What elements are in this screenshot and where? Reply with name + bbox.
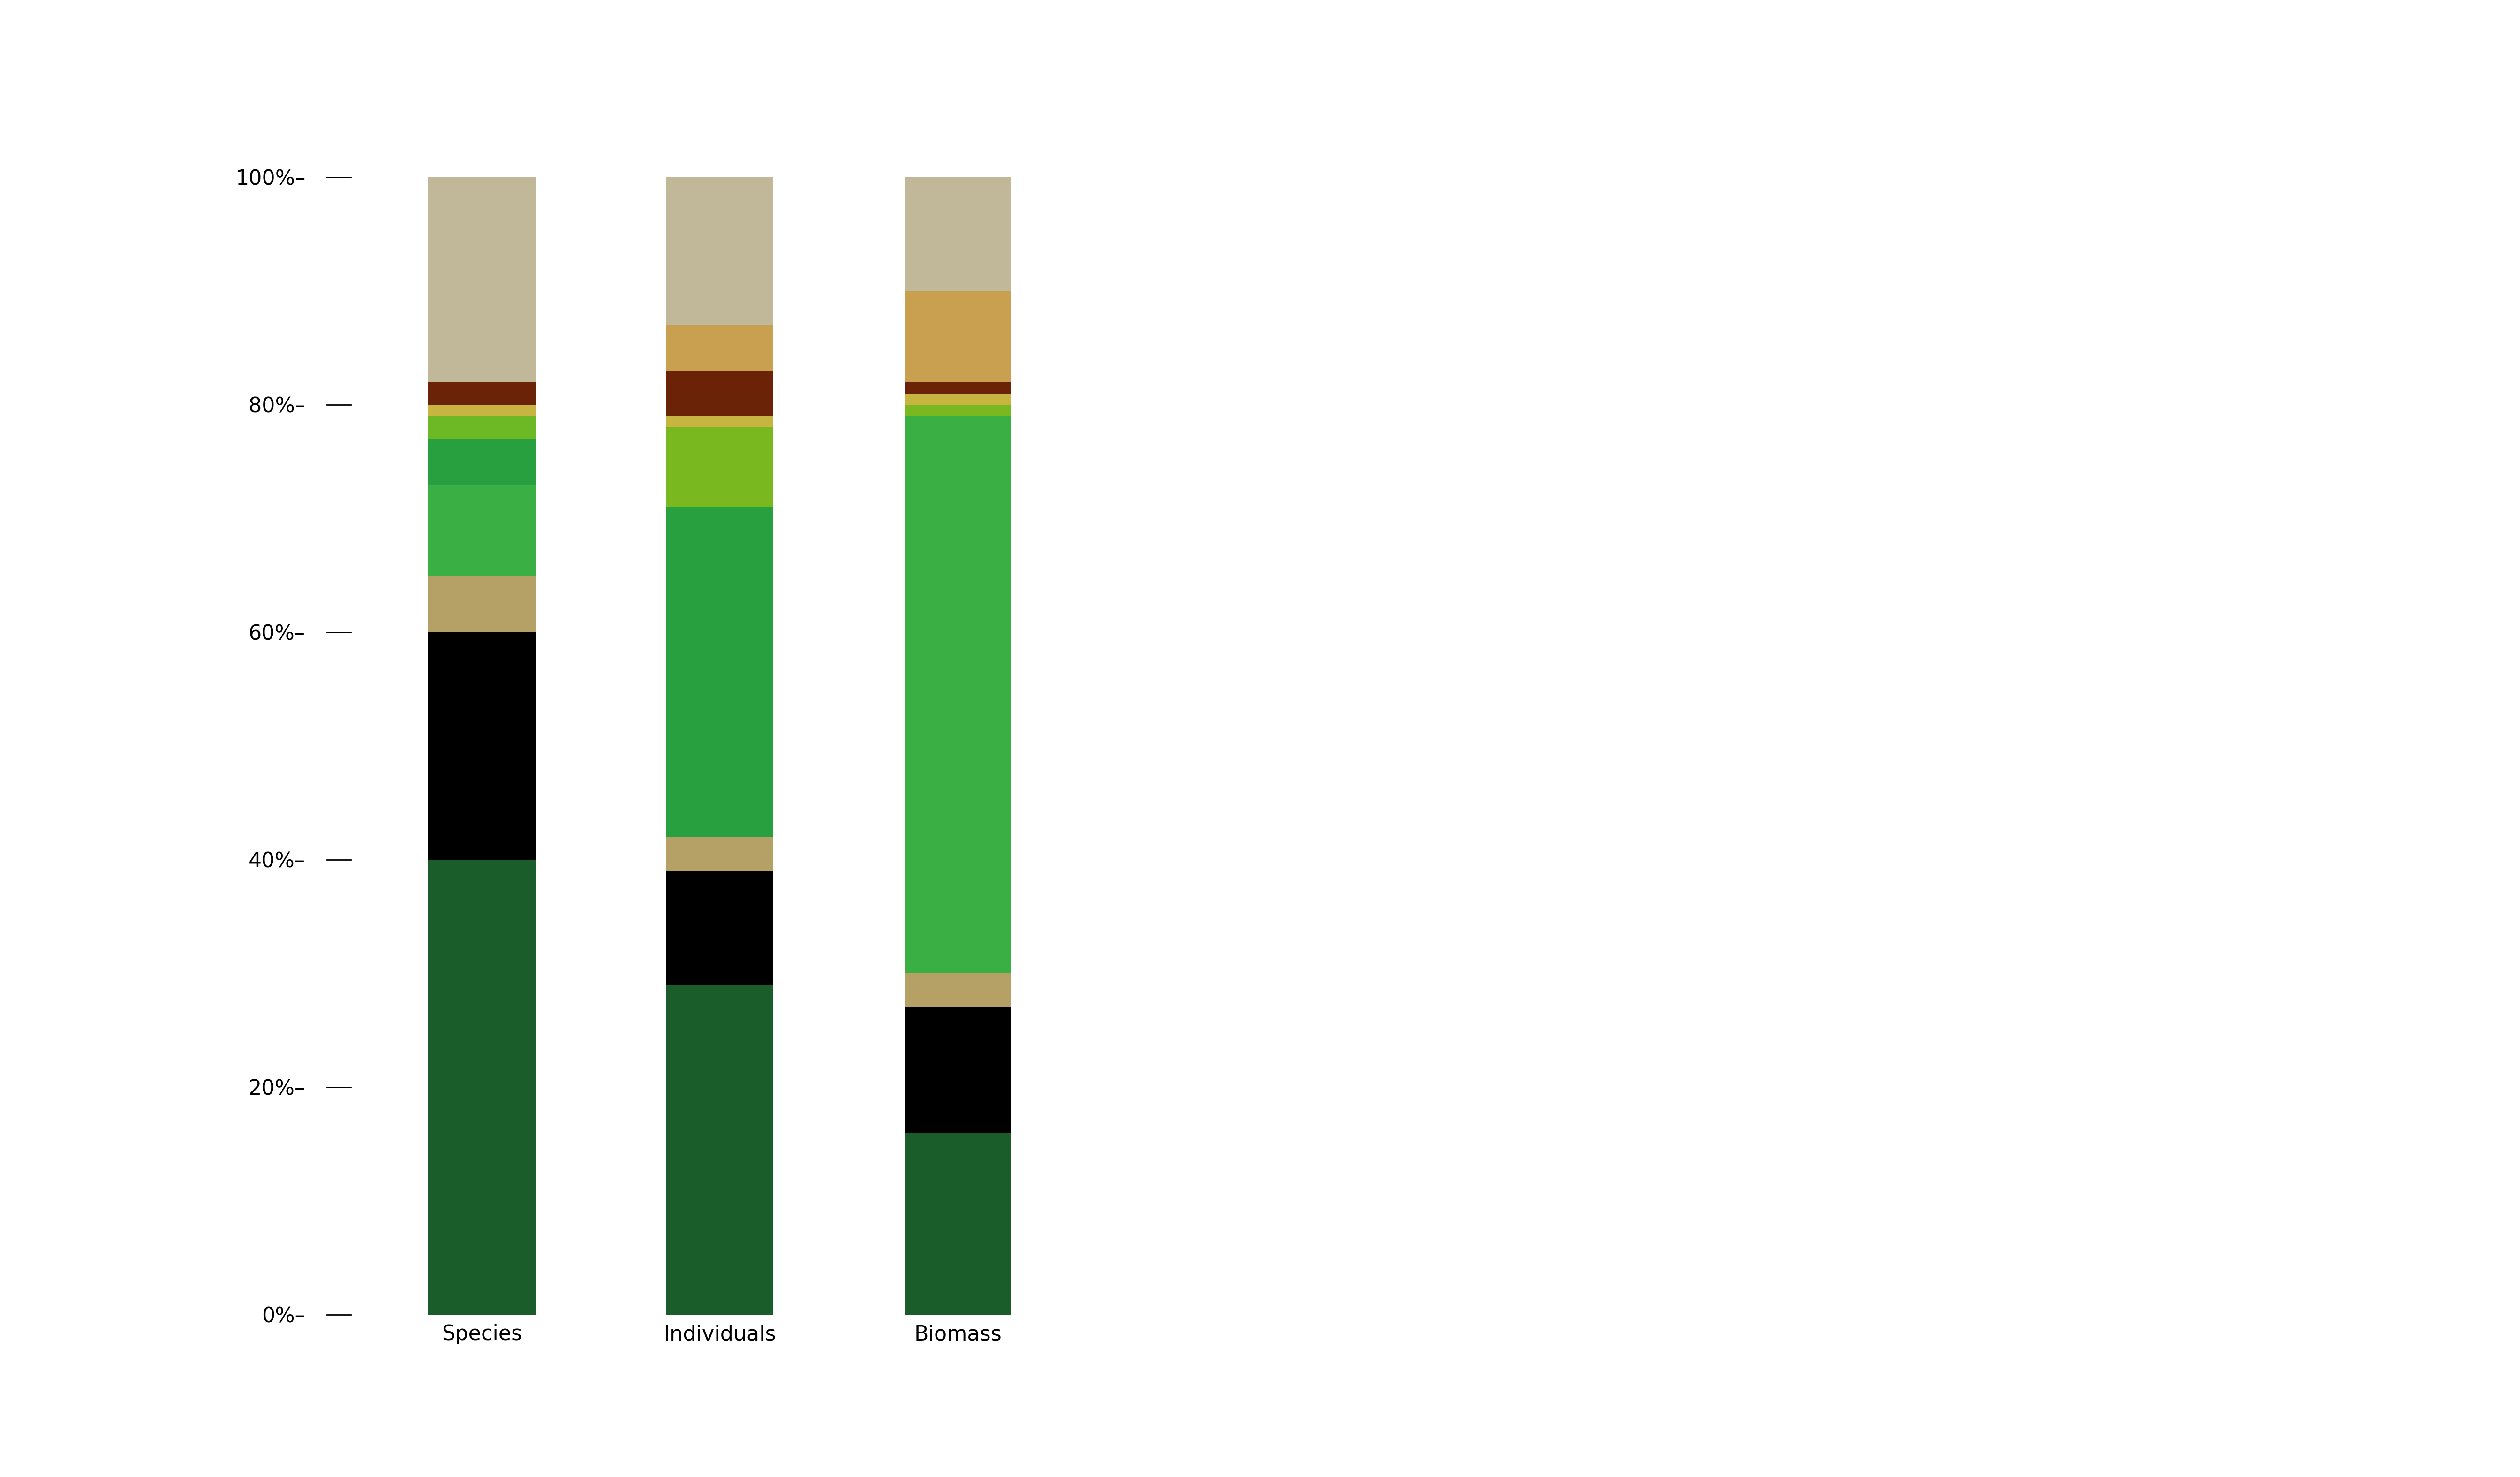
Bar (905, 973, 1011, 1007)
Bar (665, 837, 774, 871)
Bar (428, 860, 534, 1315)
Bar (428, 383, 534, 405)
Bar (428, 177, 534, 371)
Bar (428, 371, 534, 383)
Bar (905, 405, 1011, 417)
Bar (665, 417, 774, 427)
Bar (665, 985, 774, 1315)
Bar (665, 325, 774, 371)
Bar (665, 427, 774, 507)
Bar (905, 393, 1011, 405)
Bar (665, 177, 774, 325)
Bar (428, 439, 534, 484)
Bar (905, 1133, 1011, 1315)
Bar (428, 417, 534, 439)
Bar (905, 291, 1011, 383)
Bar (665, 905, 774, 985)
Bar (905, 383, 1011, 393)
Bar (905, 1007, 1011, 1053)
Bar (428, 405, 534, 417)
Bar (905, 177, 1011, 291)
Bar (428, 632, 534, 860)
Bar (428, 484, 534, 575)
Bar (665, 871, 774, 905)
Bar (905, 417, 1011, 973)
Bar (428, 575, 534, 632)
Bar (665, 371, 774, 417)
Bar (665, 507, 774, 837)
Bar (905, 1053, 1011, 1133)
